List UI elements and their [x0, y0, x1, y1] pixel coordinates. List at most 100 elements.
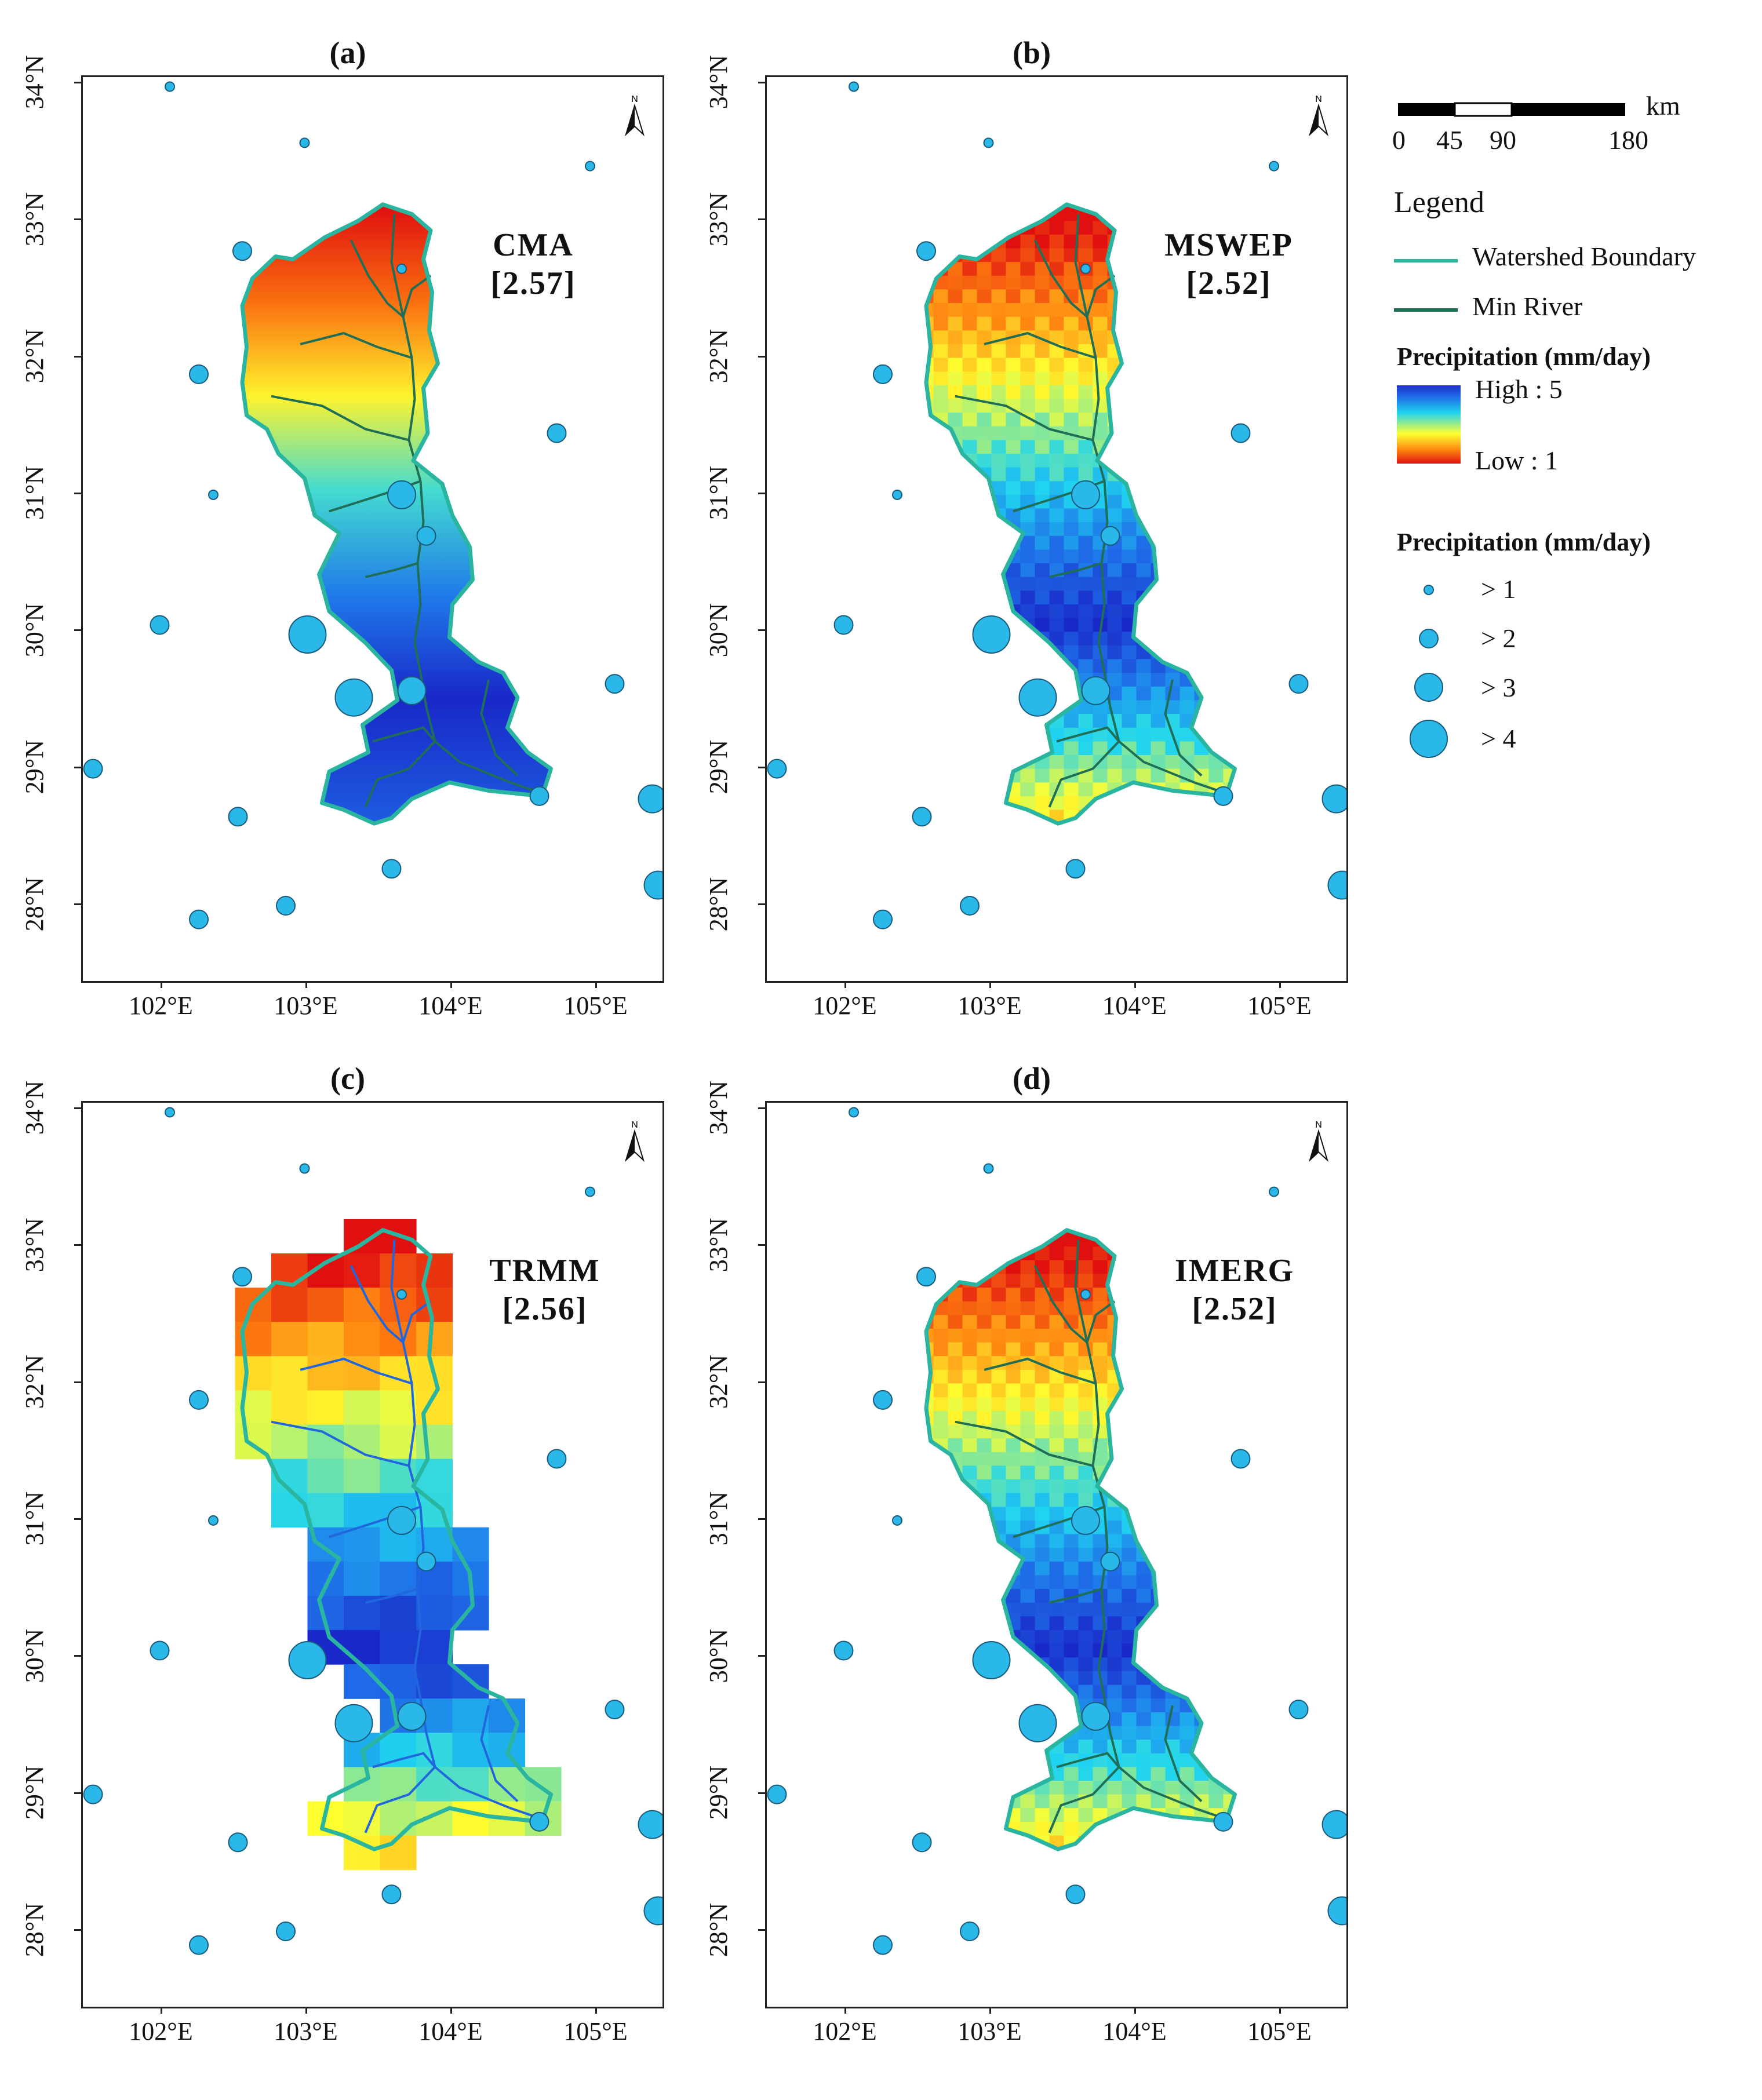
- precip-cell: [235, 1322, 272, 1357]
- station-marker: [165, 81, 175, 92]
- precip-cell: [1151, 1630, 1166, 1645]
- precip-cell: [977, 385, 992, 399]
- precip-cell: [1194, 1479, 1210, 1494]
- precip-cell: [1165, 508, 1181, 523]
- precip-cell: [1020, 204, 1036, 208]
- precip-cell: [1179, 1712, 1195, 1726]
- precip-cell: [948, 1630, 963, 1645]
- precip-cell: [1122, 686, 1137, 701]
- precip-cell: [1122, 1753, 1137, 1767]
- map-frame[interactable]: [81, 75, 664, 983]
- precip-cell: [948, 686, 963, 701]
- watershed-boundary: [240, 1228, 553, 1851]
- legend-panel: km 0 45 90 180 Legend Watershed Boundary…: [1374, 87, 1756, 782]
- precip-cell: [948, 1507, 963, 1521]
- precip-cell: [977, 741, 992, 756]
- precip-cell: [1136, 303, 1152, 318]
- precip-cell: [1179, 1356, 1195, 1370]
- map-frame[interactable]: [765, 75, 1348, 983]
- precip-cell: [1223, 1424, 1235, 1439]
- precip-cell: [1049, 1342, 1065, 1357]
- precip-cell: [1151, 358, 1166, 372]
- precip-cell: [1253, 358, 1268, 372]
- station-marker: [189, 1390, 209, 1410]
- precip-cell: [962, 303, 978, 318]
- panel-title: (d): [1013, 1061, 1051, 1096]
- precip-cell: [1151, 1863, 1166, 1877]
- precip-cell: [1078, 1602, 1094, 1617]
- lon-tick-label: 105°E: [1247, 2017, 1312, 2046]
- precip-cell: [1049, 1794, 1065, 1809]
- north-arrow-icon: N: [1304, 93, 1333, 139]
- precip-cell: [1078, 1616, 1094, 1631]
- precip-cell: [977, 1781, 992, 1795]
- precip-cell: [977, 426, 992, 440]
- precip-cell: [1079, 1849, 1094, 1863]
- precip-cell: [1179, 577, 1195, 591]
- lat-tick: [74, 1792, 81, 1794]
- map-frame[interactable]: [81, 1101, 664, 2008]
- precip-cell: [1107, 1507, 1123, 1521]
- precip-cell: [948, 632, 963, 646]
- precip-cell: [1020, 563, 1036, 578]
- precip-cell: [1253, 1795, 1268, 1809]
- station-marker: [960, 1922, 980, 1941]
- precip-cell: [1253, 1726, 1268, 1740]
- lat-tick-label: 34°N: [704, 55, 733, 110]
- station-marker: [638, 784, 662, 814]
- precip-cell: [1194, 645, 1210, 660]
- precip-cell: [1136, 371, 1152, 386]
- precip-cell: [1165, 1493, 1181, 1507]
- precip-cell: [1035, 1230, 1050, 1234]
- map-frame[interactable]: [765, 1101, 1348, 2008]
- map-svg: [767, 1107, 1346, 1955]
- precip-cell: [926, 727, 934, 742]
- precip-cell: [344, 1288, 381, 1322]
- precip-cell: [933, 221, 949, 235]
- precip-cell: [1064, 1479, 1079, 1494]
- precip-cell: [1208, 344, 1224, 359]
- station-marker: [1018, 1704, 1057, 1742]
- precip-cell: [1035, 604, 1050, 619]
- precip-cell: [1151, 1657, 1166, 1672]
- precip-cell: [1223, 1479, 1235, 1494]
- precip-cell: [1194, 1342, 1210, 1357]
- precip-cell: [1223, 1356, 1235, 1370]
- precip-cell: [1122, 590, 1137, 605]
- precip-cell: [1253, 714, 1268, 728]
- precip-cell: [1179, 632, 1195, 646]
- precip-cell: [1064, 467, 1079, 482]
- precip-cell: [1035, 1534, 1050, 1548]
- precip-cell: [926, 755, 934, 770]
- precip-cell: [1223, 632, 1235, 646]
- precip-cell: [1049, 522, 1065, 537]
- precip-cell: [977, 316, 992, 331]
- precip-cell: [1238, 1603, 1253, 1617]
- station-class-label: > 2: [1481, 624, 1516, 653]
- precip-cell: [1020, 1329, 1036, 1343]
- precip-cell: [1223, 1671, 1235, 1686]
- precip-cell: [933, 467, 949, 482]
- precip-cell: [1194, 1507, 1210, 1521]
- lat-tick: [74, 1655, 81, 1657]
- precip-cell: [926, 768, 934, 783]
- precip-cell: [1049, 768, 1065, 783]
- precip-cell: [1107, 1520, 1123, 1535]
- panel-title: (b): [1013, 35, 1051, 70]
- lon-tick-label: 103°E: [958, 2017, 1022, 2046]
- precip-cell: [926, 1740, 934, 1754]
- precip-cell: [1253, 371, 1268, 385]
- precip-cell: [948, 823, 963, 837]
- station-marker: [276, 896, 296, 916]
- precip-cell: [933, 289, 949, 304]
- precip-cell: [962, 1383, 978, 1398]
- river-line: [364, 741, 436, 808]
- precip-cell: [1179, 810, 1195, 824]
- precip-cell: [1122, 645, 1137, 660]
- precip-cell: [926, 454, 934, 468]
- precip-cell: [1151, 1465, 1166, 1480]
- precip-cell: [344, 1630, 381, 1665]
- map-svg: [767, 81, 1346, 929]
- precip-cell: [1166, 837, 1181, 851]
- precip-cell: [1223, 1575, 1235, 1589]
